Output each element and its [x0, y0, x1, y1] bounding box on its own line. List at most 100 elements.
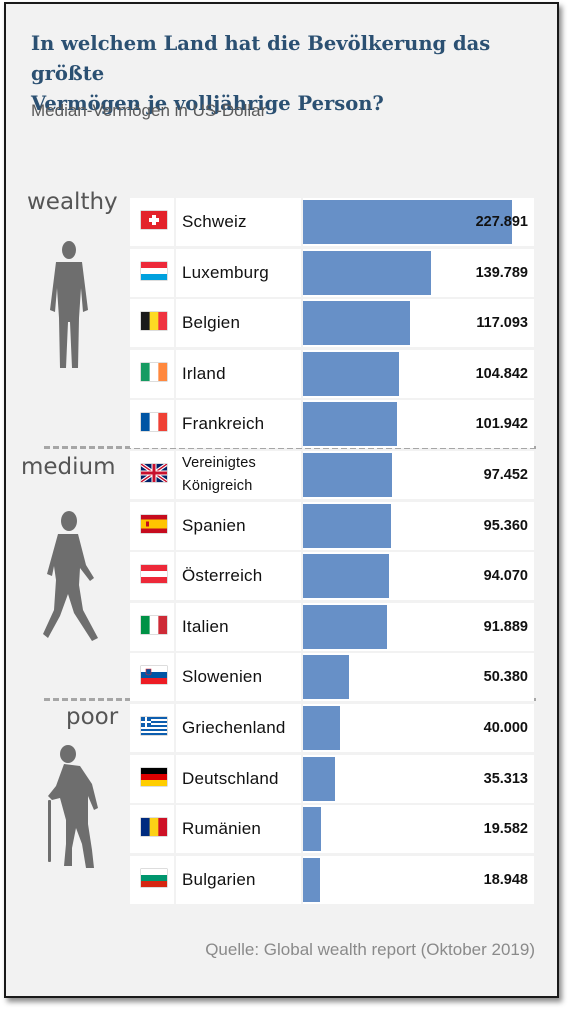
country-cell: Irland [176, 349, 303, 398]
chart-title: In welchem Land hat die Bevölkerung das … [31, 29, 551, 119]
value-label: 95.360 [483, 517, 528, 534]
bar-row: Österreich 94.070 [130, 552, 534, 601]
bar-row: Frankreich 101.942 [130, 400, 534, 449]
title-line-2: Vermögen je volljährige Person? [31, 92, 384, 115]
flag-ch-icon [141, 211, 167, 229]
bar-row: Deutschland 35.313 [130, 754, 534, 803]
flag-cell [130, 400, 176, 449]
flag-cell [130, 450, 176, 499]
country-label: Deutschland [182, 768, 279, 788]
flag-cell [130, 754, 176, 803]
bar [303, 200, 512, 244]
bar-row: Belgien 117.093 [130, 299, 534, 348]
country-cell: Italien [176, 602, 303, 651]
bar [303, 807, 321, 852]
country-label: Spanien [182, 515, 246, 535]
country-label: Griechenland [182, 717, 286, 737]
bar [303, 351, 400, 396]
value-label: 97.452 [483, 466, 528, 483]
flag-it-icon [141, 615, 167, 634]
country-label: Frankreich [182, 414, 265, 434]
flag-si-icon [141, 666, 167, 685]
bar-row: Griechenland 40.000 [130, 703, 534, 752]
country-label: Italien [182, 616, 229, 636]
bar [303, 756, 336, 801]
bar [303, 402, 397, 447]
flag-cell [130, 855, 176, 904]
flag-bg-icon [141, 868, 167, 887]
value-label: 50.380 [483, 669, 528, 686]
bar-row: Schweiz 227.891 [130, 198, 534, 246]
country-label: Belgien [182, 313, 241, 333]
bar-row: Luxemburg 139.789 [130, 248, 534, 297]
country-cell: Luxemburg [176, 248, 303, 297]
bar-row: Vereinigtes Königreich 97.452 [130, 450, 534, 499]
bar [303, 655, 350, 700]
bar-row: Bulgarien 18.948 [130, 855, 534, 904]
bar [303, 301, 411, 346]
flag-es-icon [141, 514, 167, 533]
title-line-1: In welchem Land hat die Bevölkerung das … [31, 32, 491, 85]
elderly-man-with-cane-silhouette-icon [48, 745, 98, 868]
bar [303, 250, 432, 295]
value-label: 139.789 [475, 264, 528, 281]
flag-lu-icon [141, 261, 167, 280]
flag-cell [130, 805, 176, 854]
flag-at-icon [141, 565, 167, 584]
flag-cell [130, 349, 176, 398]
infographic-frame: In welchem Land hat die Bevölkerung das … [4, 2, 559, 998]
country-cell: Bulgarien [176, 855, 303, 904]
flag-cell [130, 602, 176, 651]
country-label: Luxemburg [182, 262, 269, 282]
value-label: 227.891 [475, 214, 528, 230]
bar-chart: Schweiz 227.891 Luxemburg 139.789 Belgien 117… [130, 198, 534, 906]
bar [303, 452, 393, 497]
tier-label-poor: poor [66, 704, 119, 730]
flag-cell [130, 703, 176, 752]
flag-cell [130, 299, 176, 348]
walking-man-silhouette-icon [43, 511, 98, 641]
bar-row: Spanien 95.360 [130, 501, 534, 550]
country-label: Österreich [182, 566, 263, 586]
value-label: 35.313 [483, 770, 528, 787]
country-cell: Frankreich [176, 400, 303, 449]
businessman-silhouette-icon [50, 241, 88, 368]
value-label: 40.000 [483, 719, 528, 736]
tier-label-wealthy: wealthy [27, 189, 118, 215]
bar [303, 705, 340, 750]
country-cell: Rumänien [176, 805, 303, 854]
flag-cell [130, 501, 176, 550]
value-label: 104.842 [475, 365, 528, 382]
flag-be-icon [141, 312, 167, 331]
country-cell: Schweiz [176, 198, 303, 246]
value-label: 94.070 [483, 568, 528, 585]
country-cell: Österreich [176, 552, 303, 601]
flag-ie-icon [141, 362, 167, 381]
country-cell: Spanien [176, 501, 303, 550]
country-cell: Vereinigtes Königreich [176, 450, 303, 499]
bar [303, 503, 391, 548]
country-cell: Belgien [176, 299, 303, 348]
country-cell: Griechenland [176, 703, 303, 752]
bar [303, 554, 390, 599]
flag-fr-icon [141, 413, 167, 432]
country-label: Slowenien [182, 667, 263, 687]
country-label: Vereinigtes Königreich [182, 454, 256, 494]
flag-de-icon [141, 767, 167, 786]
chart-subtitle: Median-Vermögen in US-Dollar [31, 101, 267, 120]
flag-cell [130, 198, 176, 246]
bar [303, 857, 321, 902]
flag-cell [130, 248, 176, 297]
bar-row: Rumänien 19.582 [130, 805, 534, 854]
tier-label-medium: medium [21, 454, 116, 480]
bar-row: Italien 91.889 [130, 602, 534, 651]
bar-row: Irland 104.842 [130, 349, 534, 398]
country-label: Schweiz [182, 212, 247, 231]
country-cell: Deutschland [176, 754, 303, 803]
value-label: 91.889 [483, 618, 528, 635]
bar-row: Slowenien 50.380 [130, 653, 534, 702]
country-label: Bulgarien [182, 869, 256, 889]
source-note: Quelle: Global wealth report (Oktober 20… [205, 940, 535, 959]
value-label: 117.093 [476, 315, 528, 332]
value-label: 18.948 [483, 871, 528, 888]
